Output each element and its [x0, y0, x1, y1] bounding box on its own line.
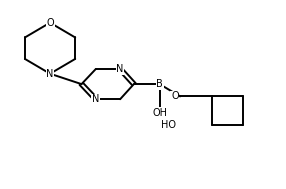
- Text: OH: OH: [152, 108, 167, 118]
- Text: B: B: [156, 79, 163, 89]
- Text: O: O: [171, 91, 179, 101]
- Text: N: N: [116, 64, 124, 74]
- Text: N: N: [46, 69, 54, 79]
- Text: N: N: [92, 94, 100, 104]
- Text: HO: HO: [161, 120, 176, 130]
- Text: O: O: [46, 18, 54, 28]
